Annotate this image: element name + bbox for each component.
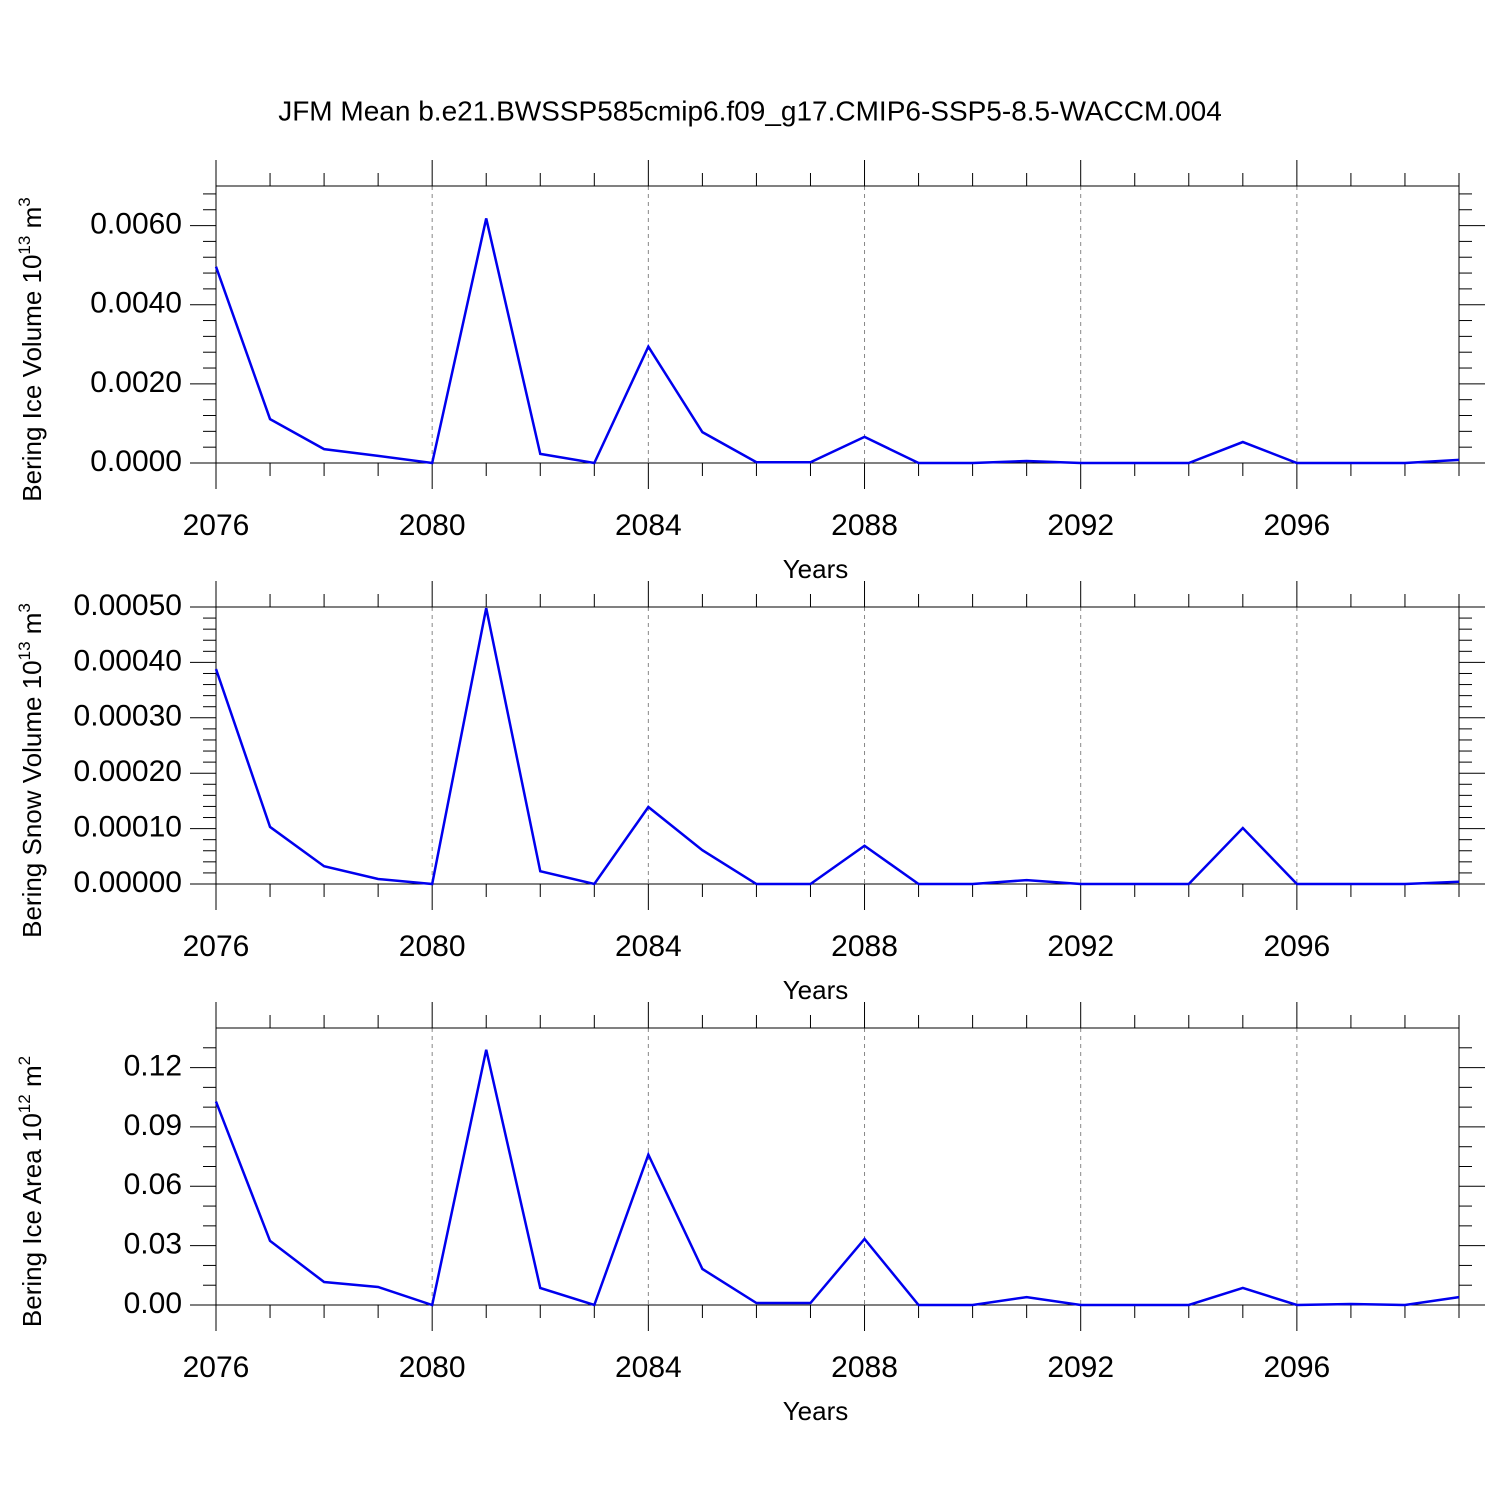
y-tick-label: 0.0020 bbox=[90, 366, 182, 399]
y-tick-label: 0.0060 bbox=[90, 207, 182, 240]
y-axis-label-part: m bbox=[17, 1065, 47, 1094]
x-tick-label: 2096 bbox=[1263, 1351, 1330, 1384]
y-tick-label: 0.06 bbox=[124, 1168, 182, 1201]
panel: 2076 2080 2084 2088 2092 2096 0.00 0.03 0.06 0.09… bbox=[15, 1002, 1485, 1426]
panel: 2076 2080 2084 2088 2092 2096 0.00000 0.00010 0.… bbox=[15, 581, 1485, 1005]
x-tick-label: 2076 bbox=[183, 930, 250, 963]
y-tick-label: 0.03 bbox=[124, 1228, 182, 1261]
data-line bbox=[214, 1049, 1460, 1307]
y-axis-label-part: 13 bbox=[15, 641, 34, 660]
y-tick-label: 0.00020 bbox=[74, 755, 182, 788]
y-axis-label-part: 13 bbox=[15, 236, 34, 255]
x-tick-label: 2092 bbox=[1047, 509, 1114, 542]
plot-frame bbox=[215, 1027, 1460, 1306]
x-tick-label: 2084 bbox=[615, 1351, 682, 1384]
y-axis-label-part: 3 bbox=[15, 197, 34, 206]
y-axis-label-part: 2 bbox=[15, 1056, 34, 1065]
x-tick-label: 2092 bbox=[1047, 1351, 1114, 1384]
y-tick-label: 0.0000 bbox=[90, 445, 182, 478]
panel: 2076 2080 2084 2088 2092 2096 0.0000 0.0020 0.00… bbox=[15, 160, 1485, 584]
x-axis-label: Years bbox=[783, 554, 849, 584]
y-tick-label: 0.00050 bbox=[74, 589, 182, 622]
x-tick-label: 2092 bbox=[1047, 930, 1114, 963]
x-axis-label: Years bbox=[783, 1396, 849, 1426]
x-tick-label: 2088 bbox=[831, 930, 898, 963]
x-tick-label: 2088 bbox=[831, 509, 898, 542]
y-tick-label: 0.00040 bbox=[74, 644, 182, 677]
y-axis-label-part: Bering Ice Volume 10 bbox=[17, 255, 47, 502]
x-tick-label: 2076 bbox=[183, 509, 250, 542]
y-axis-label-part: m bbox=[17, 613, 47, 642]
y-axis-label-part: 3 bbox=[15, 603, 34, 612]
y-tick-label: 0.00030 bbox=[74, 700, 182, 733]
x-tick-label: 2076 bbox=[183, 1351, 250, 1384]
y-axis-label-part: Bering Ice Area 10 bbox=[17, 1113, 47, 1327]
x-axis-label: Years bbox=[783, 975, 849, 1005]
x-tick-label: 2084 bbox=[615, 930, 682, 963]
data-line bbox=[214, 218, 1460, 465]
data-line bbox=[214, 607, 1460, 886]
y-tick-label: 0.00 bbox=[124, 1287, 182, 1320]
y-tick-label: 0.00000 bbox=[74, 866, 182, 899]
y-axis-label-part: m bbox=[17, 207, 47, 236]
x-tick-label: 2096 bbox=[1263, 509, 1330, 542]
y-axis-label-part: Bering Snow Volume 10 bbox=[17, 660, 47, 938]
x-tick-label: 2096 bbox=[1263, 930, 1330, 963]
figure-title: JFM Mean b.e21.BWSSP585cmip6.f09_g17.CMI… bbox=[278, 95, 1222, 126]
y-tick-label: 0.0040 bbox=[90, 287, 182, 320]
plot-frame bbox=[215, 606, 1460, 885]
x-tick-label: 2080 bbox=[399, 1351, 466, 1384]
x-tick-label: 2088 bbox=[831, 1351, 898, 1384]
y-tick-label: 0.00010 bbox=[74, 811, 182, 844]
y-tick-label: 0.09 bbox=[124, 1109, 182, 1142]
y-tick-label: 0.12 bbox=[124, 1049, 182, 1082]
x-tick-label: 2080 bbox=[399, 930, 466, 963]
x-tick-label: 2084 bbox=[615, 509, 682, 542]
y-axis-label: Bering Ice Area 1012 m2 bbox=[15, 1056, 47, 1327]
plot-frame bbox=[215, 185, 1460, 464]
y-axis-label-part: 12 bbox=[15, 1094, 34, 1113]
y-axis-label: Bering Snow Volume 1013 m3 bbox=[15, 603, 47, 938]
x-tick-label: 2080 bbox=[399, 509, 466, 542]
y-axis-label: Bering Ice Volume 1013 m3 bbox=[15, 197, 47, 501]
